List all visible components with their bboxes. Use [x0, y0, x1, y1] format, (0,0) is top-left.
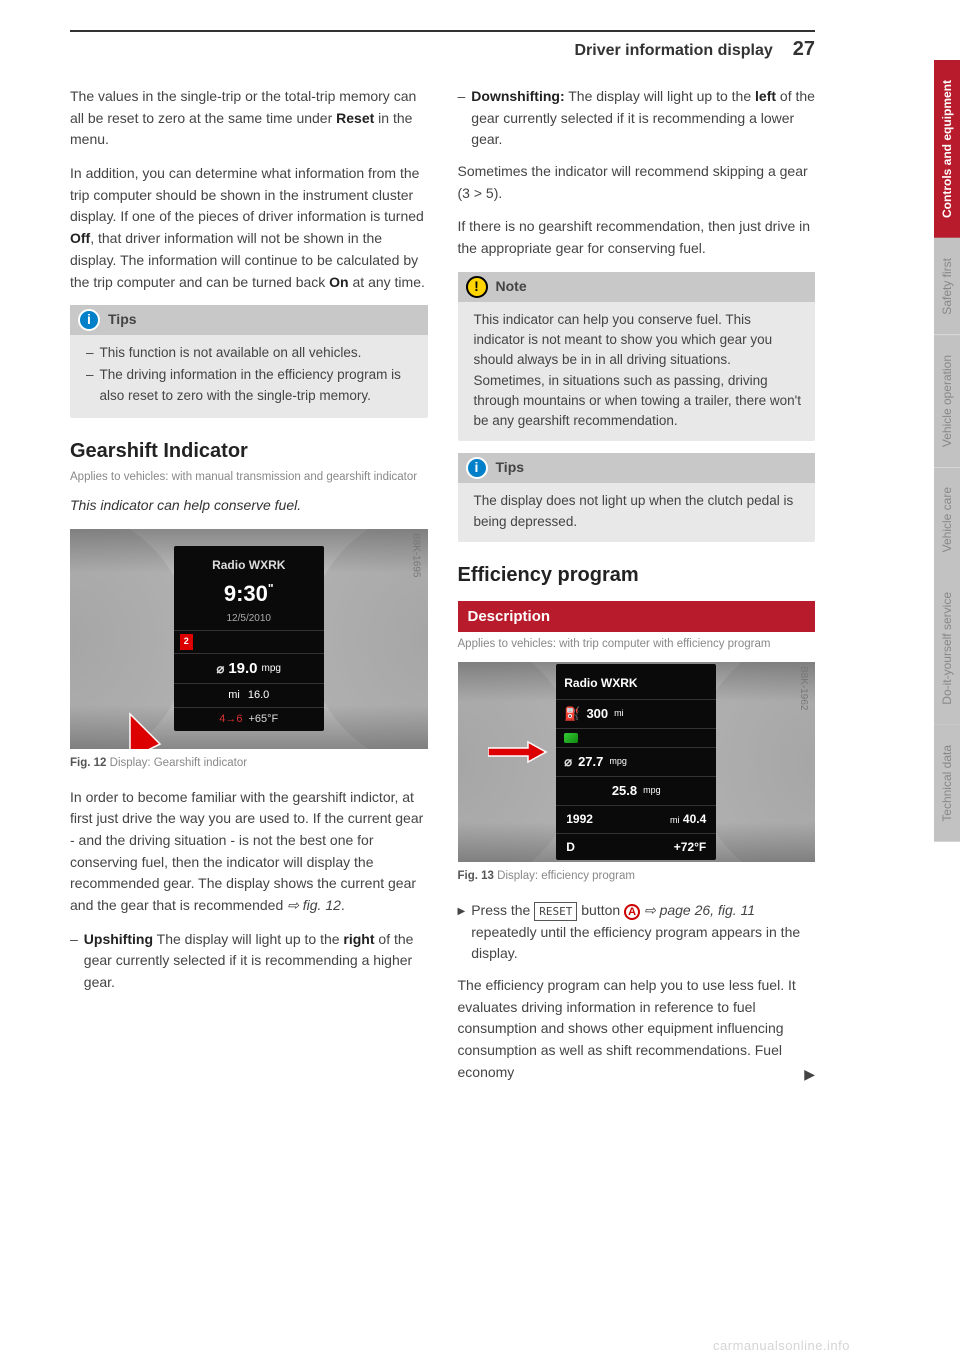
list-item: – Upshifting The display will light up t… — [70, 929, 428, 994]
lead-text: This indicator can help conserve fuel. — [70, 495, 428, 517]
callout-title: Tips — [108, 309, 137, 331]
list-item: –The driving information in the efficien… — [86, 365, 416, 406]
figure-12: B8K-1695 Radio WXRK 9:30" 12/5/2010 2 ⌀ … — [70, 529, 428, 773]
screen-mpg: ⌀ 19.0 mpg — [174, 653, 324, 683]
tips-callout: i Tips –This function is not available o… — [70, 305, 428, 418]
paragraph: In addition, you can determine what info… — [70, 163, 428, 293]
screen-distance: mi 16.0 — [174, 683, 324, 707]
callout-header: i Tips — [70, 305, 428, 335]
side-navigation-tabs: Controls and equipment Safety first Vehi… — [934, 60, 960, 842]
applies-note: Applies to vehicles: with trip computer … — [458, 636, 816, 652]
two-column-layout: The values in the single-trip or the tot… — [70, 86, 815, 1095]
tab-safety[interactable]: Safety first — [934, 238, 960, 335]
display-screen: Radio WXRK 9:30" 12/5/2010 2 ⌀ 19.0 mpg … — [174, 546, 324, 731]
instrument-cluster-image: B8K-1695 Radio WXRK 9:30" 12/5/2010 2 ⌀ … — [70, 529, 428, 749]
instruction-step: ▶ Press the RESET button A ⇨ page 26, fi… — [458, 900, 816, 965]
screen-mpg2: 25.8 mpg — [556, 776, 716, 805]
info-icon: i — [466, 457, 488, 479]
section-heading: Gearshift Indicator — [70, 436, 428, 467]
description-header: Description — [458, 601, 816, 632]
gear-badge: 2 — [180, 634, 193, 650]
section-heading: Efficiency program — [458, 560, 816, 591]
fuel-icon: ⛽ — [564, 704, 580, 724]
screen-leaf-row — [556, 728, 716, 747]
list-item: –This function is not available on all v… — [86, 343, 416, 363]
red-arrow-icon — [488, 740, 548, 771]
paragraph: The values in the single-trip or the tot… — [70, 86, 428, 151]
page-header: Driver information display 27 — [70, 38, 815, 61]
instrument-cluster-image: B8K-1962 Radio WXRK ⛽ 300 mi ⌀ — [458, 662, 816, 862]
avg-icon: ⌀ — [217, 659, 225, 679]
screen-time: 9:30" — [174, 577, 324, 611]
list-item: – Downshifting: The display will light u… — [458, 86, 816, 151]
page-number: 27 — [793, 38, 815, 61]
header-title: Driver information display — [574, 42, 772, 60]
callout-title: Tips — [496, 457, 525, 479]
screen-gear-recommend: 4→6 +65°F — [174, 707, 324, 731]
tab-diy-service[interactable]: Do-it-yourself service — [934, 572, 960, 725]
screen-date: 12/5/2010 — [174, 611, 324, 631]
callout-body: This indicator can help you conserve fue… — [458, 302, 816, 442]
paragraph: Sometimes the indicator will recommend s… — [458, 161, 816, 204]
right-column: – Downshifting: The display will light u… — [458, 86, 816, 1095]
paragraph: The efficiency program can help you to u… — [458, 975, 816, 1083]
tab-controls[interactable]: Controls and equipment — [934, 60, 960, 238]
callout-body: The display does not light up when the c… — [458, 483, 816, 542]
callout-body: –This function is not available on all v… — [70, 335, 428, 418]
header-rule — [70, 30, 815, 32]
screen-radio: Radio WXRK — [556, 668, 716, 699]
callout-header: ! Note — [458, 272, 816, 302]
screen-distance: ⛽ 300 mi — [556, 699, 716, 728]
callout-title: Note — [496, 276, 527, 298]
ref-a-icon: A — [624, 904, 640, 920]
paragraph: In order to become familiar with the gea… — [70, 787, 428, 917]
screen-row: 2 — [174, 630, 324, 653]
page-content: Driver information display 27 The values… — [0, 0, 885, 1125]
figure-ref-id: B8K-1962 — [796, 666, 812, 710]
callout-header: i Tips — [458, 453, 816, 483]
watermark: carmanualsonline.info — [713, 1338, 850, 1353]
figure-caption: Fig. 13 Display: efficiency program — [458, 868, 816, 886]
figure-caption: Fig. 12 Display: Gearshift indicator — [70, 755, 428, 773]
reset-button-label: RESET — [534, 902, 577, 921]
leaf-icon — [564, 733, 578, 743]
screen-gear-temp: D +72°F — [556, 833, 716, 861]
figure-ref-id: B8K-1695 — [408, 533, 424, 577]
screen-trip: 1992 mi 40.4 — [556, 805, 716, 833]
continue-arrow-icon: ▶ — [804, 1064, 815, 1086]
paragraph: If there is no gearshift recommendation,… — [458, 216, 816, 259]
screen-radio: Radio WXRK — [174, 550, 324, 577]
tips-callout: i Tips The display does not light up whe… — [458, 453, 816, 542]
left-column: The values in the single-trip or the tot… — [70, 86, 428, 1095]
applies-note: Applies to vehicles: with manual transmi… — [70, 469, 428, 485]
tab-vehicle-operation[interactable]: Vehicle operation — [934, 335, 960, 467]
figure-13: B8K-1962 Radio WXRK ⛽ 300 mi ⌀ — [458, 662, 816, 886]
info-icon: i — [78, 309, 100, 331]
tab-vehicle-care[interactable]: Vehicle care — [934, 467, 960, 572]
note-callout: ! Note This indicator can help you conse… — [458, 272, 816, 442]
screen-mpg1: ⌀ 27.7 mpg — [556, 747, 716, 776]
note-icon: ! — [466, 276, 488, 298]
display-screen: Radio WXRK ⛽ 300 mi ⌀ 27.7 mpg — [556, 664, 716, 860]
avg-icon: ⌀ — [564, 752, 572, 772]
tab-technical-data[interactable]: Technical data — [934, 725, 960, 842]
